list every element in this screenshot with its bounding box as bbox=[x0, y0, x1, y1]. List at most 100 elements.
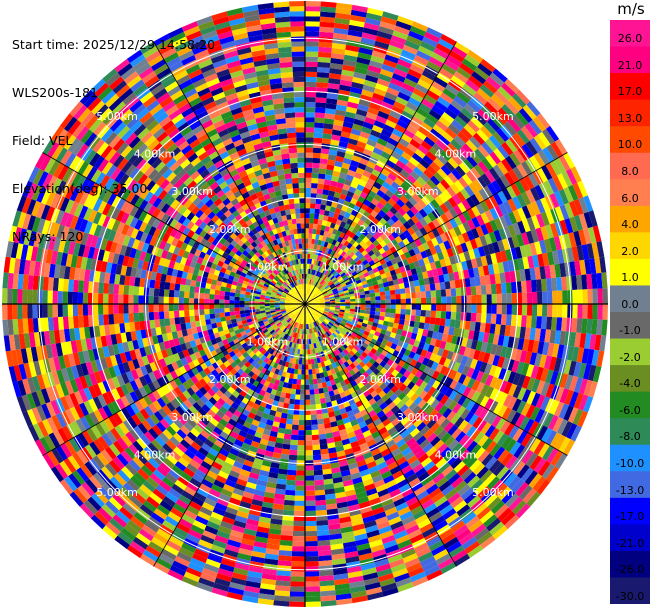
range-gate bbox=[297, 318, 301, 324]
range-gate bbox=[180, 425, 191, 436]
range-gate bbox=[152, 488, 166, 501]
range-gate bbox=[273, 498, 285, 505]
range-gate bbox=[266, 347, 273, 353]
range-gate bbox=[210, 405, 220, 414]
range-gate bbox=[380, 329, 387, 335]
range-gate bbox=[134, 388, 144, 400]
range-gate bbox=[220, 488, 233, 498]
range-gate bbox=[266, 419, 274, 426]
range-gate bbox=[418, 363, 427, 373]
range-gate bbox=[408, 351, 416, 359]
range-gate bbox=[286, 356, 291, 363]
range-gate bbox=[284, 361, 290, 368]
range-gate bbox=[367, 492, 380, 501]
range-gate bbox=[239, 413, 248, 421]
range-gate bbox=[120, 384, 130, 396]
range-gate bbox=[373, 406, 383, 415]
range-gate bbox=[319, 392, 325, 399]
range-gate bbox=[175, 359, 184, 369]
range-gate bbox=[159, 418, 170, 429]
range-gate bbox=[358, 354, 365, 362]
range-gate bbox=[173, 310, 180, 318]
range-gate bbox=[188, 500, 202, 511]
range-gate bbox=[37, 290, 43, 304]
range-gate bbox=[360, 325, 367, 331]
range-gate bbox=[337, 316, 343, 321]
range-gate bbox=[317, 325, 322, 331]
range-gate bbox=[561, 345, 570, 360]
range-gate bbox=[219, 386, 228, 395]
range-gate bbox=[103, 282, 110, 294]
range-gate bbox=[318, 388, 324, 394]
range-gate bbox=[239, 401, 247, 409]
range-gate bbox=[280, 325, 285, 331]
range-gate bbox=[401, 487, 414, 498]
range-gate bbox=[148, 304, 154, 313]
range-gate bbox=[293, 520, 305, 527]
range-gate bbox=[281, 326, 286, 332]
range-gate bbox=[328, 311, 334, 315]
range-gate bbox=[108, 415, 119, 428]
range-gate bbox=[72, 452, 85, 468]
range-gate bbox=[331, 339, 337, 345]
range-gate bbox=[311, 419, 318, 425]
range-gate bbox=[344, 489, 356, 497]
range-gate bbox=[489, 388, 499, 401]
range-gate bbox=[398, 383, 407, 392]
range-gate bbox=[414, 449, 426, 460]
range-gate bbox=[379, 360, 387, 368]
range-gate bbox=[162, 496, 176, 508]
range-gate bbox=[158, 553, 175, 565]
range-gate bbox=[289, 325, 294, 331]
range-gate bbox=[254, 334, 261, 340]
range-gate bbox=[374, 315, 380, 320]
range-gate bbox=[295, 306, 301, 309]
range-gate bbox=[435, 392, 445, 402]
range-gate bbox=[384, 312, 391, 318]
range-gate bbox=[274, 352, 280, 358]
range-gate bbox=[275, 580, 291, 587]
range-gate bbox=[297, 369, 302, 375]
range-gate bbox=[32, 423, 44, 440]
range-gate bbox=[461, 365, 470, 376]
range-gate bbox=[340, 330, 346, 336]
range-gate bbox=[194, 548, 210, 559]
range-gate bbox=[183, 304, 189, 311]
range-gate bbox=[370, 502, 383, 511]
range-gate bbox=[224, 291, 231, 297]
range-gate bbox=[438, 356, 447, 366]
range-gate bbox=[68, 279, 74, 292]
range-gate bbox=[420, 556, 436, 567]
range-gate bbox=[350, 306, 356, 310]
range-gate bbox=[429, 352, 437, 362]
range-gate bbox=[305, 450, 313, 456]
range-gate bbox=[481, 437, 493, 451]
range-gate bbox=[185, 278, 192, 286]
range-gate bbox=[566, 423, 578, 440]
range-gate bbox=[309, 323, 312, 329]
range-gate bbox=[404, 451, 415, 461]
range-gate bbox=[84, 414, 96, 428]
range-gate bbox=[214, 373, 223, 382]
range-gate bbox=[308, 369, 313, 375]
range-gate bbox=[133, 295, 139, 304]
range-gate bbox=[280, 337, 285, 344]
range-gate bbox=[454, 319, 461, 329]
range-gate bbox=[344, 308, 351, 312]
range-gate bbox=[320, 305, 326, 308]
range-gate bbox=[235, 351, 243, 358]
range-gate bbox=[121, 407, 132, 420]
range-gate bbox=[182, 381, 191, 391]
range-gate bbox=[313, 343, 317, 349]
range-gate bbox=[373, 511, 387, 521]
range-gate bbox=[480, 422, 492, 435]
range-gate bbox=[410, 367, 419, 376]
range-gate bbox=[387, 553, 403, 564]
range-gate bbox=[315, 342, 319, 348]
range-gate bbox=[203, 391, 213, 401]
range-gate bbox=[297, 348, 301, 355]
range-gate bbox=[83, 500, 98, 515]
range-gate bbox=[334, 308, 340, 312]
range-gate bbox=[395, 304, 401, 309]
range-gate bbox=[412, 463, 424, 474]
